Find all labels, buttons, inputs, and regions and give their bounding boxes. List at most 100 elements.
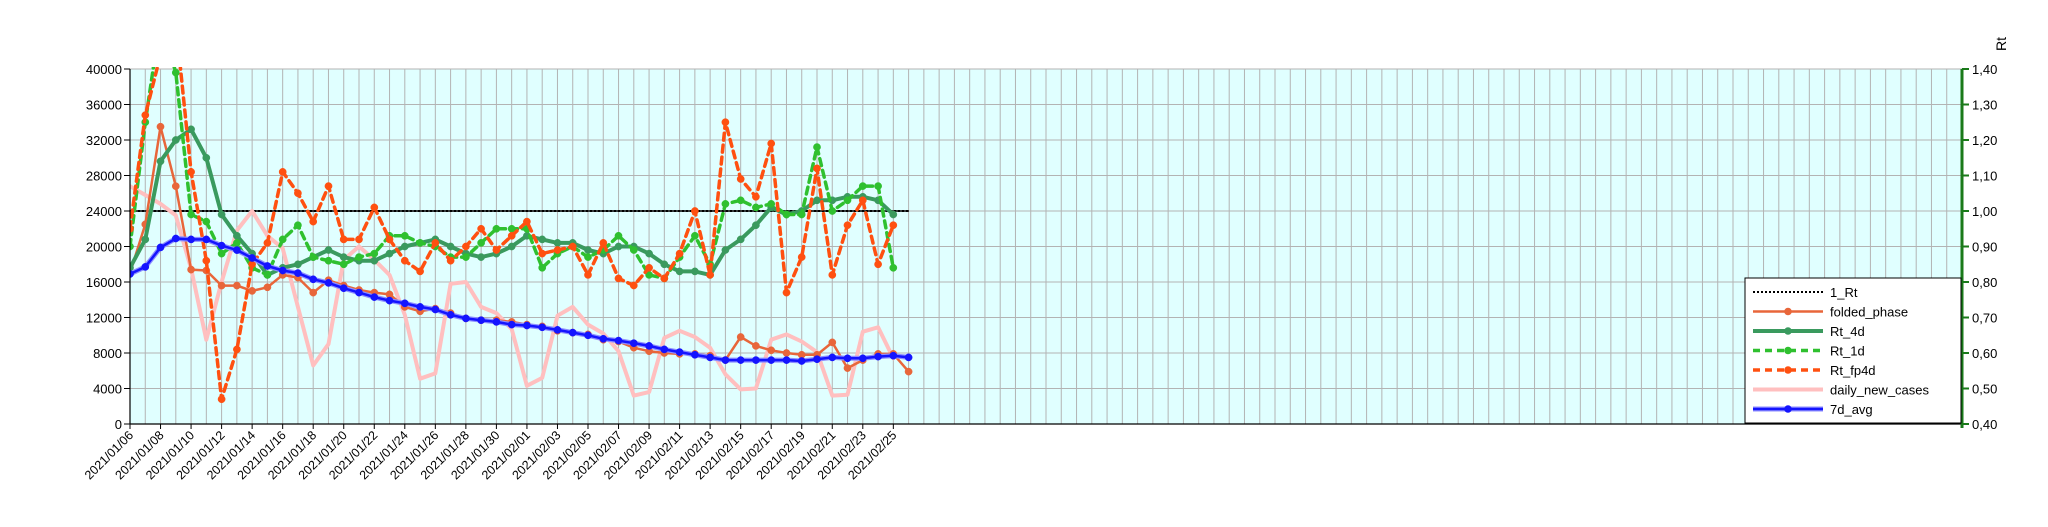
legend-marker-Rt_1d [1784,346,1792,355]
data-point-7d_avg [294,269,302,277]
data-point-7d_avg [675,348,684,356]
legend-label-7d_avg: 7d_avg [1830,402,1873,417]
data-point-Rt_fp4d [294,189,302,198]
data-point-7d_avg [217,241,226,250]
data-point-7d_avg [141,263,150,271]
series-line-7d_avg [130,237,910,363]
data-point-folded_phase [782,349,791,357]
data-point-Rt_fp4d [828,271,837,279]
data-point-Rt_4d [736,235,745,244]
legend-marker-7d_avg [1784,405,1792,413]
data-point-7d_avg [874,352,882,361]
data-point-Rt_4d [187,125,195,134]
data-point-7d_avg [645,342,653,350]
data-point-Rt_fp4d [507,231,516,240]
legend-label-Rt_fp4d: Rt_fp4d [1830,363,1876,378]
legend-label-1_Rt: 1_Rt [1830,285,1858,300]
right-axis-tick-label: 0,80 [1972,275,1997,290]
data-point-Rt_fp4d [355,235,363,244]
data-point-folded_phase [843,364,852,372]
data-point-7d_avg [736,356,745,364]
data-point-7d_avg [507,320,516,329]
data-point-folded_phase [263,283,272,292]
data-point-Rt_fp4d [202,256,211,265]
data-point-Rt_4d [156,157,165,166]
data-point-7d_avg [187,235,195,244]
data-point-Rt_fp4d [217,395,226,404]
data-point-Rt_fp4d [568,242,577,251]
data-point-Rt_fp4d [141,111,150,119]
data-point-folded_phase [233,281,241,290]
data-point-Rt_1d [187,210,195,219]
data-point-Rt_1d [858,182,867,190]
data-point-7d_avg [324,279,333,287]
data-point-Rt_1d [813,143,821,151]
right-axis-tick-label: 1,40 [1972,62,1997,77]
data-point-Rt_1d [889,263,898,272]
right-axis-label: Rt [1993,37,2009,51]
data-point-7d_avg [553,326,562,334]
data-point-Rt_4d [400,242,409,251]
data-point-Rt_1d [416,239,424,247]
data-point-folded_phase [171,182,180,191]
legend-label-folded_phase: folded_phase [1830,305,1908,320]
data-point-Rt_fp4d [339,235,348,244]
series-line-daily_new_cases [130,184,896,398]
data-point-Rt_4d [324,246,333,254]
data-point-Rt_fp4d [691,207,699,215]
data-point-Rt_1d [629,246,638,254]
data-point-7d_avg [538,323,547,332]
data-point-Rt_1d [828,207,837,215]
left-axis-tick-label: 12000 [86,311,122,326]
data-point-Rt_fp4d [645,263,653,272]
series-Rt_fp4d [130,67,898,404]
data-point-Rt_4d [614,242,623,251]
data-point-folded_phase [156,122,165,131]
legend-label-daily_new_cases: daily_new_cases [1830,383,1930,398]
data-point-Rt_1d [721,200,730,208]
data-point-7d_avg [599,334,608,343]
data-point-Rt_fp4d [553,246,562,254]
data-point-7d_avg [156,243,165,252]
data-point-7d_avg [797,357,806,365]
data-point-Rt_1d [797,210,806,219]
data-point-Rt_fp4d [385,235,394,244]
data-point-folded_phase [309,288,318,297]
data-point-Rt_1d [752,203,760,212]
legend-marker-folded_phase [1784,307,1792,316]
data-point-Rt_fp4d [858,196,867,205]
data-point-7d_avg [614,336,623,345]
right-axis-tick-label: 0,40 [1972,417,1997,432]
data-point-Rt_fp4d [462,242,470,251]
data-point-7d_avg [568,328,577,337]
data-point-Rt_1d [294,221,302,230]
data-point-Rt_4d [584,246,592,254]
left-axis-tick-label: 20000 [86,240,122,255]
data-point-Rt_fp4d [843,221,852,230]
data-point-Rt_4d [721,246,730,254]
data-point-Rt_fp4d [233,345,241,354]
data-point-Rt_4d [171,136,180,144]
data-point-7d_avg [660,345,669,354]
right-axis-tick-label: 0,90 [1972,240,1997,255]
data-point-7d_avg [355,288,363,297]
data-point-Rt_1d [400,231,409,240]
data-point-Rt_fp4d [874,260,882,269]
series-7d_avg [130,234,913,365]
data-point-7d_avg [370,293,379,301]
data-point-Rt_fp4d [736,175,745,183]
data-point-Rt_fp4d [782,288,791,297]
data-point-7d_avg [767,356,776,364]
data-point-Rt_1d [477,239,485,247]
data-point-folded_phase [217,281,226,290]
data-point-folded_phase [904,367,913,376]
data-point-Rt_1d [324,256,333,265]
data-point-Rt_1d [263,271,272,279]
series-daily_new_cases [130,184,896,398]
data-point-Rt_1d [691,231,699,240]
data-point-Rt_1d [355,253,363,261]
data-point-Rt_fp4d [446,256,455,265]
data-point-7d_avg [339,284,348,293]
data-point-Rt_fp4d [660,274,669,283]
data-point-Rt_4d [477,253,485,261]
